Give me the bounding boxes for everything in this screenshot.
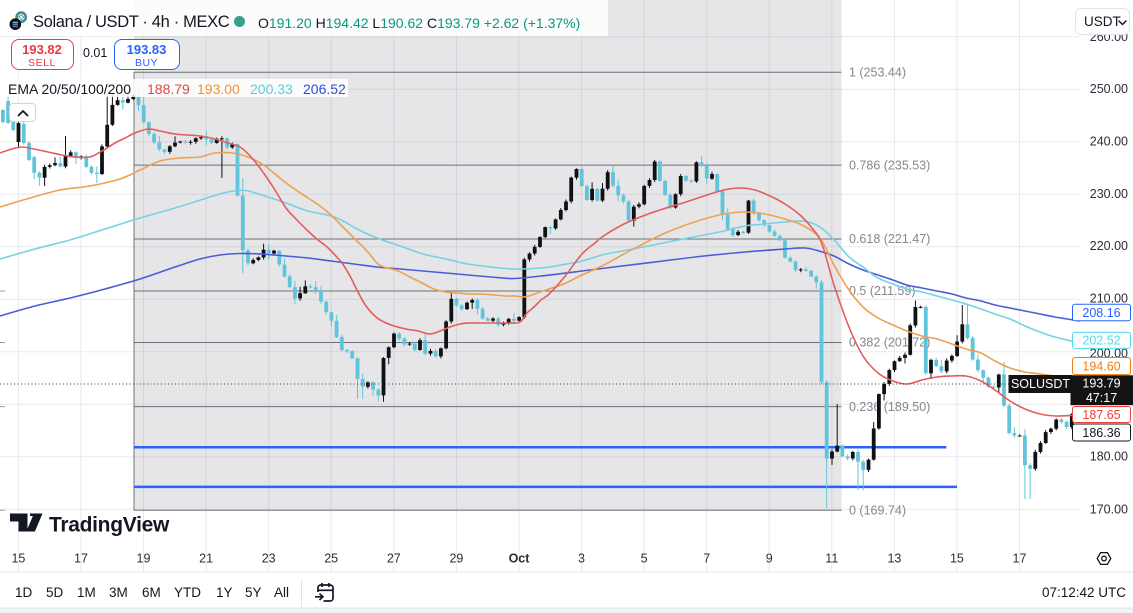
svg-text:0.786 (235.53): 0.786 (235.53)	[849, 158, 930, 172]
svg-text:Oct: Oct	[509, 552, 531, 566]
svg-text:170.00: 170.00	[1090, 502, 1128, 516]
svg-text:9: 9	[766, 552, 773, 566]
svg-text:194.60: 194.60	[1082, 359, 1120, 373]
svg-text:210.00: 210.00	[1090, 291, 1128, 305]
svg-text:0 (169.74): 0 (169.74)	[849, 504, 906, 518]
svg-text:220.00: 220.00	[1090, 239, 1128, 253]
svg-text:29: 29	[449, 552, 463, 566]
svg-text:187.65: 187.65	[1082, 408, 1120, 422]
svg-text:0.236 (189.50): 0.236 (189.50)	[849, 400, 930, 414]
svg-text:15: 15	[11, 552, 25, 566]
svg-text:TradingView: TradingView	[49, 514, 170, 537]
svg-text:7: 7	[703, 552, 710, 566]
svg-text:SOLUSDT: SOLUSDT	[1011, 377, 1070, 391]
svg-text:3: 3	[578, 552, 585, 566]
svg-text:47:17: 47:17	[1086, 391, 1117, 405]
svg-text:5: 5	[641, 552, 648, 566]
svg-text:17: 17	[74, 552, 88, 566]
svg-text:21: 21	[199, 552, 213, 566]
svg-text:1 (253.44): 1 (253.44)	[849, 66, 906, 80]
svg-text:27: 27	[387, 552, 401, 566]
svg-text:0.618 (221.47): 0.618 (221.47)	[849, 232, 930, 246]
svg-text:0.5 (211.59): 0.5 (211.59)	[849, 284, 915, 298]
svg-text:193.79: 193.79	[1082, 376, 1120, 390]
svg-text:250.00: 250.00	[1090, 82, 1128, 96]
svg-text:180.00: 180.00	[1090, 449, 1128, 463]
svg-text:230.00: 230.00	[1090, 187, 1128, 201]
svg-text:202.52: 202.52	[1082, 334, 1120, 348]
svg-text:0.382 (201.72): 0.382 (201.72)	[849, 336, 930, 350]
svg-text:15: 15	[950, 552, 964, 566]
svg-text:240.00: 240.00	[1090, 135, 1128, 149]
svg-text:13: 13	[887, 552, 901, 566]
svg-text:17: 17	[1013, 552, 1027, 566]
svg-text:25: 25	[324, 552, 338, 566]
svg-text:186.36: 186.36	[1082, 426, 1120, 440]
svg-text:19: 19	[137, 552, 151, 566]
svg-text:23: 23	[262, 552, 276, 566]
svg-text:11: 11	[825, 552, 838, 566]
svg-text:208.16: 208.16	[1082, 306, 1120, 320]
